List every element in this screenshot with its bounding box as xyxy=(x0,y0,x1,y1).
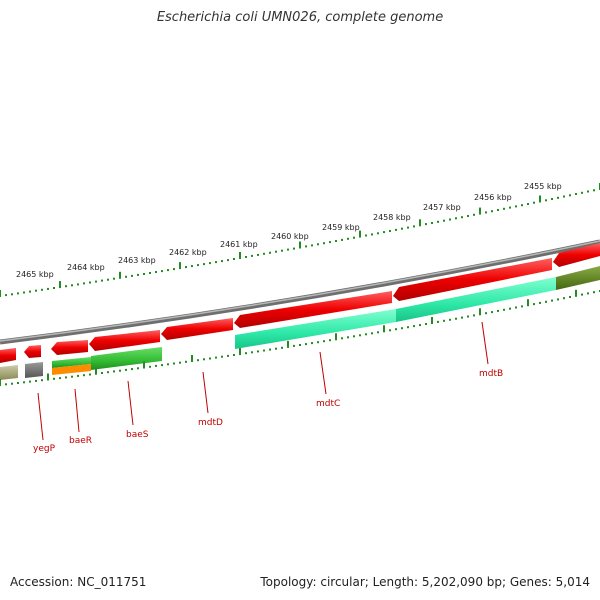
scale-label: 2465 kbp xyxy=(16,270,54,279)
scale-label: 2461 kbp xyxy=(220,240,258,249)
feature-bar[interactable] xyxy=(396,277,556,322)
feature-bar[interactable] xyxy=(0,365,18,380)
scale-label: 2462 kbp xyxy=(169,248,207,257)
feature-bar[interactable] xyxy=(52,364,91,375)
gene-label-baeR[interactable]: baeR xyxy=(69,436,92,446)
feature-track xyxy=(0,266,600,380)
scale-label: 2460 kbp xyxy=(271,232,309,241)
scale-ring-inner xyxy=(0,289,600,386)
gene-label-yegP[interactable]: yegP xyxy=(33,444,56,454)
cds-feature[interactable] xyxy=(0,348,16,363)
cds-feature[interactable] xyxy=(89,330,160,351)
scale-label: 2456 kbp xyxy=(474,193,512,202)
scale-labels: 2455 kbp 2456 kbp 2457 kbp 2458 kbp 2459… xyxy=(16,182,562,279)
scale-label: 2458 kbp xyxy=(373,213,411,222)
feature-bar[interactable] xyxy=(556,266,600,290)
feature-bar[interactable] xyxy=(25,362,43,378)
gene-label-mdtB[interactable]: mdtB xyxy=(479,369,503,379)
gene-label-mdtC[interactable]: mdtC xyxy=(316,399,340,409)
gene-labels: yegP baeR baeS mdtD mdtC mdtB xyxy=(33,321,503,454)
cds-feature[interactable] xyxy=(51,340,88,355)
scale-label: 2464 kbp xyxy=(67,263,105,272)
genome-backbone xyxy=(0,239,600,345)
scale-label: 2455 kbp xyxy=(524,182,562,191)
map-title: Escherichia coli UMN026, complete genome xyxy=(156,10,444,25)
cds-track xyxy=(0,243,600,363)
cds-feature[interactable] xyxy=(24,345,41,358)
cds-feature[interactable] xyxy=(393,258,552,301)
cds-feature[interactable] xyxy=(161,318,233,340)
scale-label: 2459 kbp xyxy=(322,223,360,232)
cds-feature[interactable] xyxy=(234,291,392,328)
cds-feature[interactable] xyxy=(553,243,600,267)
genome-summary: Topology: circular; Length: 5,202,090 bp… xyxy=(260,575,590,589)
scale-ring-outer xyxy=(0,183,600,297)
gene-label-baeS[interactable]: baeS xyxy=(126,430,149,440)
feature-bar[interactable] xyxy=(91,347,162,370)
accession-label: Accession: NC_011751 xyxy=(10,575,147,589)
gene-label-mdtD[interactable]: mdtD xyxy=(198,418,223,428)
scale-label: 2463 kbp xyxy=(118,256,156,265)
feature-bar[interactable] xyxy=(235,309,396,349)
scale-label: 2457 kbp xyxy=(423,203,461,212)
feature-bar[interactable] xyxy=(52,357,91,368)
